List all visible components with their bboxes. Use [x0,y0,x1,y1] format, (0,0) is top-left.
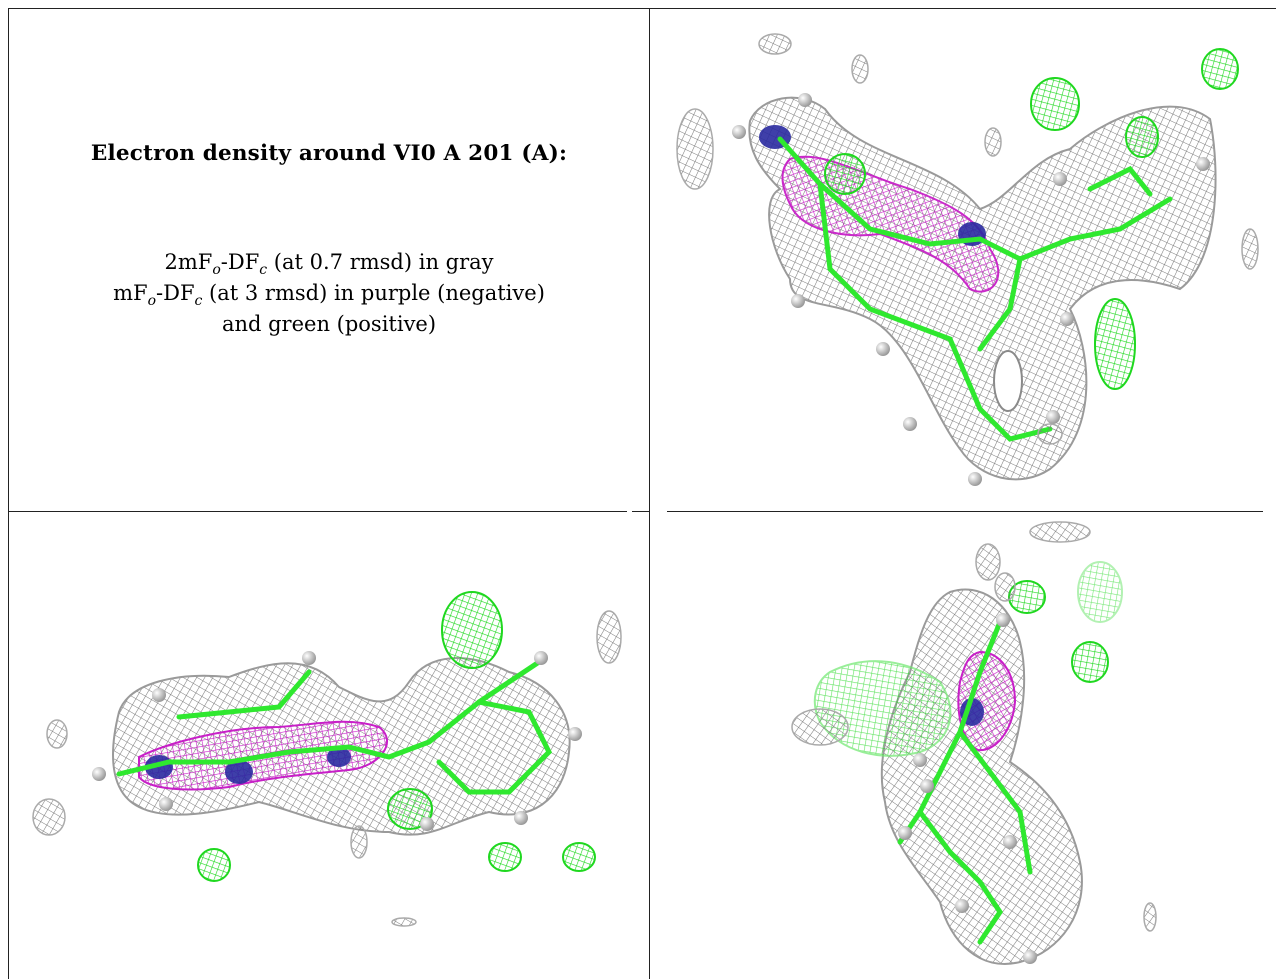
legend-line-fofc: mFo-DFc (at 3 rmsd) in purple (negative) [113,281,545,310]
legend-line-2fofc: 2mFo-DFc (at 0.7 rmsd) in gray [164,250,494,279]
density-view-top-right [650,9,1276,511]
figure-table [8,8,1276,979]
table-row-divider-left [9,511,627,512]
table-row-divider-gap [632,511,649,512]
table-column-divider [649,8,650,979]
legend-line-colors: and green (positive) [221,312,437,336]
map-legend: 2mFo-DFc (at 0.7 rmsd) in gray mFo-DFc (… [9,247,649,340]
density-2fofc-envelope [880,588,1083,965]
density-heading: Electron density around VI0 A 201 (A): [90,141,568,166]
density-view-bottom-right [650,512,1276,979]
table-row-divider-right [667,511,1263,512]
caption-cell: Electron density around VI0 A 201 (A): 2… [9,9,649,511]
density-view-bottom-left [9,512,649,979]
